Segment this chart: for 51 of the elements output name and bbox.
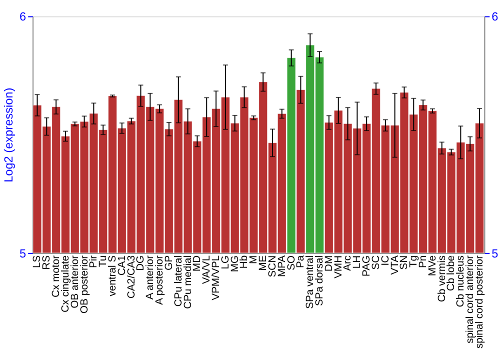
x-tick-label: CA2/CA3 — [126, 255, 138, 299]
x-tick-label: DG — [136, 255, 147, 271]
x-tick-label: SPa ventral — [305, 255, 316, 309]
x-tick-label: CPu medial — [182, 255, 194, 309]
y2-tick-label: 5 — [492, 246, 499, 260]
x-tick-label: VMH — [333, 255, 344, 278]
x-tick-label: Tu — [98, 255, 110, 268]
x-tick-label: RS — [42, 255, 53, 270]
x-tick-label: ME — [258, 255, 270, 271]
x-tick-label: spinal cord anterior — [465, 254, 476, 344]
x-tick-label: Arc — [342, 255, 354, 271]
x-tick-label: IC — [380, 254, 392, 266]
x-tick-label: Pn — [418, 255, 430, 268]
x-tick-label: CA1 — [116, 255, 128, 276]
x-tick-label: Pir — [88, 254, 100, 268]
x-tick-label: A posterior — [154, 254, 166, 305]
x-tick-label: A anterior — [145, 254, 156, 300]
x-tick-label: Cb vermis — [436, 255, 448, 302]
x-tick-label: MVe — [427, 255, 438, 276]
x-tick-label: Cb nucleus — [456, 255, 467, 308]
x-tick-label: LG — [220, 255, 232, 270]
x-tick-label: VA/VL — [202, 255, 213, 284]
x-tick-label: CPu lateral — [173, 255, 184, 307]
x-tick-label: LH — [352, 255, 364, 269]
x-tick-label: OB posterior — [79, 254, 90, 314]
x-tick-label: VPM/VPL — [210, 255, 222, 300]
x-tick-label: SC — [370, 254, 382, 270]
y2-tick-label: 6 — [492, 10, 499, 24]
x-tick-label: Hb — [239, 255, 250, 269]
x-tick-label: OB anterior — [70, 254, 81, 308]
x-tick-label: SCN — [267, 255, 278, 278]
x-tick-label: spinal cord posterior — [474, 254, 486, 349]
x-tick-label: Cx cingulate — [60, 255, 72, 312]
y-axis-title: Log2 (expression) — [2, 88, 16, 182]
x-tick-label: GP — [164, 255, 175, 270]
x-tick-label: M — [248, 255, 260, 264]
x-tick-label: ventral S — [107, 255, 118, 296]
x-tick-label: SN — [399, 255, 410, 270]
x-tick-label: MD — [192, 255, 204, 272]
x-tick-label: VTA — [390, 255, 401, 275]
x-tick-label: SPa dorsal — [314, 255, 326, 306]
x-tick-label: Cb lobe — [446, 255, 458, 292]
x-tick-label: DM — [324, 255, 335, 272]
x-tick-label: Cx motor — [51, 254, 62, 298]
x-tick-label: LS — [32, 255, 44, 268]
x-tick-label: PAG — [362, 255, 373, 276]
x-tick-label: MPA — [276, 255, 288, 278]
x-tick-label: MG — [230, 255, 241, 272]
x-tick-label: SO — [286, 255, 298, 270]
x-tick-label: Pa — [296, 255, 307, 268]
x-tick-label: Tg — [408, 255, 420, 268]
